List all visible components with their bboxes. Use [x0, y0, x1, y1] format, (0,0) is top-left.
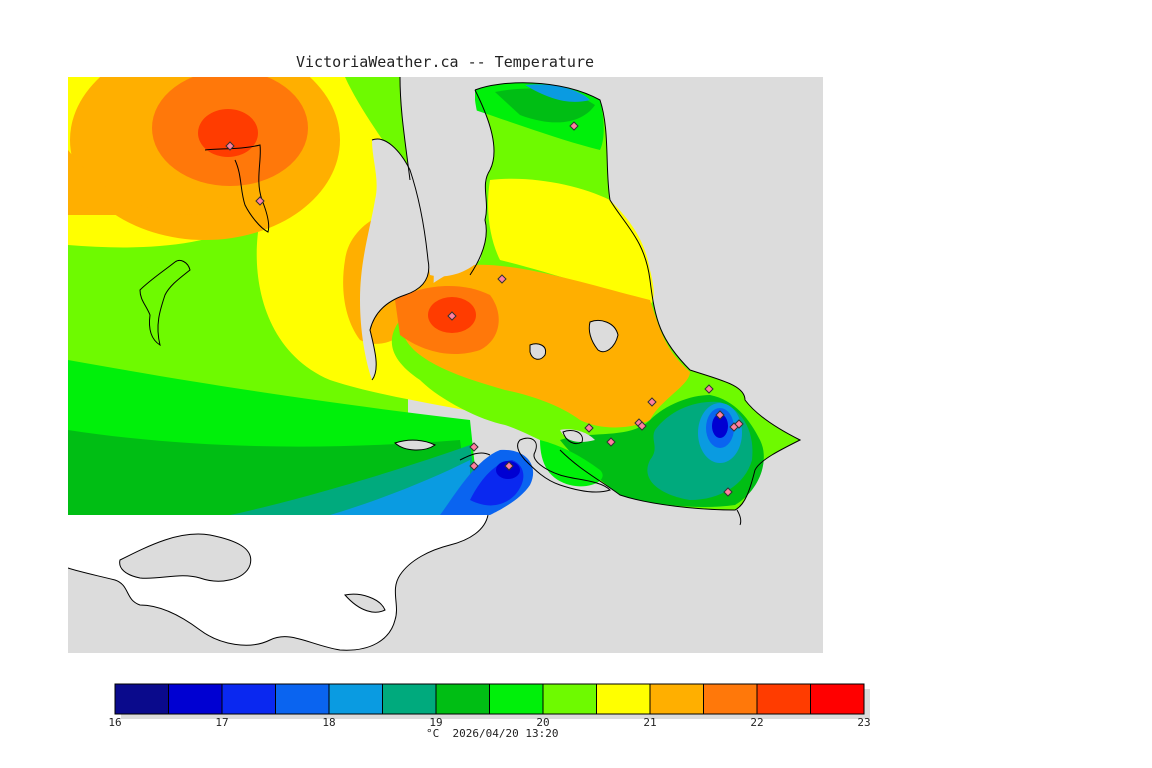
station-marker — [569, 121, 579, 131]
station-marker — [584, 423, 594, 433]
station-marker — [255, 196, 265, 206]
legend-tick-labels: 16 17 18 19 20 21 22 23 — [108, 716, 870, 729]
station-marker — [647, 397, 657, 407]
legend-color-box — [703, 683, 758, 715]
temperature-field — [68, 77, 802, 651]
legend-color-box — [221, 683, 276, 715]
legend-color-box — [596, 683, 651, 715]
station-marker — [704, 384, 714, 394]
map-title: VictoriaWeather.ca -- Temperature — [295, 53, 594, 71]
station-marker — [469, 442, 479, 452]
legend-color-box — [168, 683, 223, 715]
legend-tick-label: 22 — [750, 716, 763, 729]
station-marker — [447, 311, 457, 321]
legend-caption: °C 2026/04/20 13:20 — [426, 727, 558, 740]
legend-timestamp: 2026/04/20 13:20 — [452, 727, 559, 740]
legend-color-boxes — [114, 683, 865, 715]
station-marker — [497, 274, 507, 284]
legend-color-box — [435, 683, 490, 715]
left-region — [68, 77, 560, 515]
legend-color-box — [542, 683, 597, 715]
legend-tick-label: 16 — [108, 716, 121, 729]
legend-tick-label: 18 — [322, 716, 335, 729]
station-marker — [225, 141, 235, 151]
outside-land — [68, 514, 489, 651]
right-region — [391, 82, 800, 515]
legend-unit: °C — [426, 727, 440, 740]
legend-color-box — [756, 683, 811, 715]
station-markers — [225, 121, 744, 497]
water-channels — [360, 77, 618, 451]
station-marker — [723, 487, 733, 497]
legend-tick-label: 20 — [536, 716, 549, 729]
legend-tick-label: 21 — [643, 716, 656, 729]
legend-tick-label: 17 — [215, 716, 228, 729]
legend-color-box — [275, 683, 330, 715]
legend-color-box — [114, 683, 169, 715]
station-marker — [734, 419, 744, 429]
station-marker — [504, 461, 514, 471]
legend-color-box — [382, 683, 437, 715]
legend-color-box — [328, 683, 383, 715]
legend-color-box — [810, 683, 865, 715]
legend-tick-label: 19 — [429, 716, 442, 729]
legend-tick-label: 23 — [857, 716, 870, 729]
coastlines — [139, 77, 802, 526]
station-marker — [606, 437, 616, 447]
legend-color-box — [649, 683, 704, 715]
station-marker — [637, 421, 647, 431]
legend-color-box — [489, 683, 544, 715]
station-marker — [715, 410, 725, 420]
station-marker — [469, 461, 479, 471]
